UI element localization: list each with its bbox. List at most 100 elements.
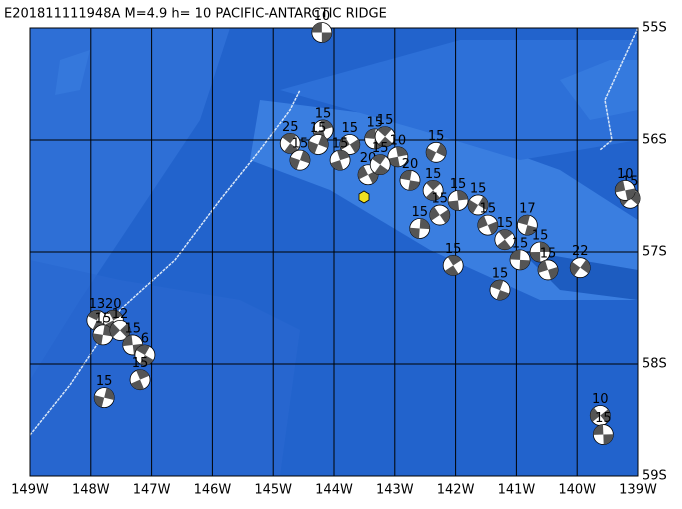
beachball-quadrant <box>122 335 133 347</box>
beachball-quadrant <box>436 143 447 157</box>
depth-label: 10 <box>390 133 407 148</box>
beachball-quadrant <box>87 310 102 321</box>
depth-label: 10 <box>314 9 331 24</box>
depth-label: 20 <box>105 297 122 312</box>
x-tick-label: 142W <box>437 483 475 498</box>
beachball <box>387 146 409 168</box>
depth-label: 15 <box>372 141 389 156</box>
beachball-quadrant <box>289 156 300 170</box>
beachball-quadrant <box>139 355 154 366</box>
x-tick-label: 143W <box>376 483 414 498</box>
beachball-quadrant <box>448 200 460 211</box>
beachball-quadrant <box>408 180 420 191</box>
beachball <box>134 344 156 366</box>
beachball-quadrant <box>136 345 150 356</box>
beachball-quadrant <box>419 218 430 230</box>
depth-label: 20 <box>402 157 419 172</box>
beachball-quadrant <box>447 255 462 266</box>
beachball-quadrant <box>339 135 350 150</box>
beachball <box>477 214 499 236</box>
beachball-quadrant <box>377 126 392 137</box>
beachball <box>569 257 591 279</box>
beachball-quadrant <box>519 259 531 270</box>
beachball-quadrant <box>94 395 105 408</box>
beachball <box>529 241 551 263</box>
x-tick-label: 144W <box>315 483 353 498</box>
beachball-quadrant <box>539 242 551 252</box>
beachball <box>425 141 447 163</box>
depth-label: 10 <box>617 167 634 182</box>
beachball <box>369 154 391 176</box>
beachball-quadrant <box>498 229 513 240</box>
beachball-quadrant <box>538 260 549 273</box>
beachball <box>109 319 131 341</box>
beachball-quadrant <box>282 133 297 144</box>
x-tick-label: 141W <box>498 483 536 498</box>
beachball-quadrant <box>429 206 440 221</box>
depth-label: 15 <box>96 374 113 389</box>
beachball <box>409 218 431 239</box>
beachball-quadrant <box>468 199 479 214</box>
title: E201811111948A M=4.9 h= 10 PACIFIC-ANTAR… <box>4 7 387 22</box>
beachball-quadrant <box>364 128 376 139</box>
depth-label: 15 <box>480 202 497 217</box>
y-tick-label: 59S <box>642 469 667 484</box>
beachball <box>589 405 611 426</box>
beachball-quadrant <box>524 225 538 236</box>
beachball-quadrant <box>374 164 389 175</box>
beachball <box>494 229 516 251</box>
beachball <box>467 194 489 216</box>
y-tick-label: 57S <box>642 245 667 260</box>
x-tick-label: 146W <box>194 483 232 498</box>
beachball <box>442 255 464 276</box>
beachball-quadrant <box>487 221 498 235</box>
beachball-quadrant <box>603 434 614 445</box>
beachball-quadrant <box>426 180 441 191</box>
beachball <box>489 279 511 301</box>
depth-label: 10 <box>592 392 609 407</box>
beachball-quadrant <box>108 310 123 321</box>
depth-label: 15 <box>310 121 327 136</box>
beachball-quadrant <box>490 280 504 291</box>
beachball-quadrant <box>119 323 130 338</box>
beachball-quadrant <box>378 136 393 147</box>
beachball-quadrant <box>439 209 450 224</box>
beachball-quadrant <box>425 190 440 201</box>
depth-label: 15 <box>342 121 359 136</box>
depth-label: 15 <box>377 113 394 128</box>
x-tick-label: 149W <box>11 483 49 498</box>
epicenter <box>358 190 370 204</box>
beachball-quadrant <box>372 154 386 165</box>
x-tick-label: 147W <box>133 483 171 498</box>
beachball-quadrant <box>388 156 400 167</box>
beachball-quadrant <box>590 407 601 422</box>
y-tick-label: 56S <box>642 133 667 148</box>
beachball-quadrant <box>478 196 489 211</box>
depth-label: 22 <box>572 244 589 259</box>
depth-label: 15 <box>445 242 462 257</box>
depth-label: 15 <box>292 137 309 152</box>
beachball <box>429 204 451 226</box>
x-tick-label: 140W <box>558 483 596 498</box>
depth-label: 15 <box>512 236 529 251</box>
depth-label: 6 <box>141 332 149 347</box>
x-tick-label: 145W <box>254 483 292 498</box>
beachball <box>279 132 301 154</box>
depth-label: 15 <box>332 137 349 152</box>
depth-label: 15 <box>132 356 149 371</box>
depth-label: 15 <box>595 411 612 426</box>
beachball <box>307 134 329 155</box>
beachball-quadrant <box>136 369 150 380</box>
depth-label: 15 <box>411 205 428 220</box>
beachball-quadrant <box>400 170 412 181</box>
beachball-quadrant <box>570 261 581 276</box>
depth-label: 15 <box>425 167 442 182</box>
depth-label: 15 <box>432 192 449 207</box>
y-tick-label: 58S <box>642 357 667 372</box>
beachball-quadrant <box>336 150 350 161</box>
beachball <box>311 22 333 43</box>
x-tick-label: 139W <box>619 483 657 498</box>
beachball-quadrant <box>580 259 591 274</box>
beachball-quadrant <box>426 147 437 162</box>
